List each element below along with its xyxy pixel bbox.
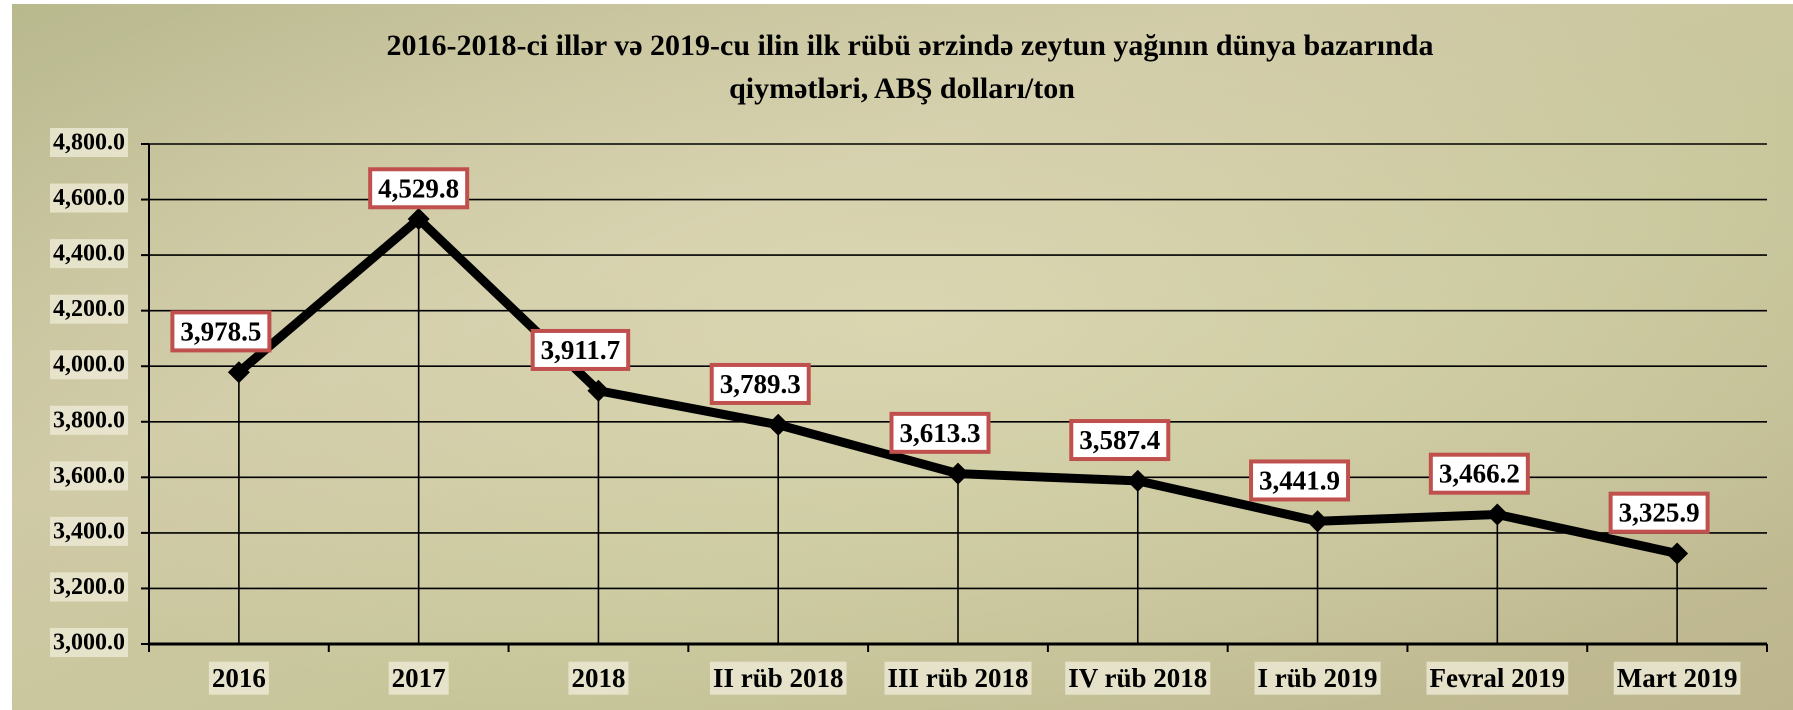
x-tick-label-box: [709, 661, 847, 695]
x-tick-label: Mart 2019: [1617, 663, 1738, 693]
data-label: 3,587.4: [1079, 425, 1160, 455]
y-tick-label: 4,800.0: [53, 130, 125, 156]
x-tick-label: III rüb 2018: [887, 663, 1028, 693]
y-tick-label: 4,400.0: [53, 241, 125, 267]
data-label-box: [368, 167, 470, 210]
y-tick-label: 3,400.0: [53, 518, 125, 544]
y-tick-label: 4,000.0: [53, 352, 125, 378]
data-label-box: [1608, 491, 1710, 534]
y-tick-label-box: [50, 572, 128, 602]
x-tick-label: I rüb 2019: [1258, 663, 1378, 693]
data-label: 3,789.3: [720, 369, 801, 399]
data-label-box: [889, 411, 991, 454]
y-tick-label-box: [50, 239, 128, 269]
data-label: 4,529.8: [378, 173, 459, 203]
y-tick-label: 4,200.0: [53, 296, 125, 322]
x-tick-label: 2018: [571, 663, 625, 693]
data-label-box: [1069, 419, 1171, 462]
y-tick-label: 3,600.0: [53, 463, 125, 489]
x-tick-label: Fevral 2019: [1429, 663, 1565, 693]
x-tick-label-box: [1065, 661, 1211, 695]
x-tick-label-box: [388, 661, 449, 695]
y-tick-label: 3,000.0: [53, 630, 125, 656]
y-tick-label: 3,200.0: [53, 574, 125, 600]
data-label-box: [170, 310, 272, 353]
y-tick-label-box: [50, 183, 128, 213]
data-label-box: [1428, 452, 1530, 495]
data-label: 3,978.5: [180, 316, 261, 346]
data-label: 3,613.3: [900, 418, 981, 448]
marker: [1486, 503, 1509, 526]
y-tick-label-box: [50, 461, 128, 491]
marker: [587, 379, 610, 402]
x-tick-label-box: [208, 661, 269, 695]
data-label-box: [1249, 459, 1351, 502]
data-label-box: [530, 328, 631, 371]
x-tick-label: 2016: [212, 663, 266, 693]
marker: [1666, 542, 1689, 565]
data-label: 3,466.2: [1439, 459, 1520, 489]
marker: [227, 361, 250, 384]
x-tick-label-box: [568, 661, 629, 695]
y-tick-label-box: [50, 516, 128, 546]
x-tick-label: IV rüb 2018: [1068, 663, 1207, 693]
x-tick-label: 2017: [392, 663, 446, 693]
marker: [1306, 510, 1329, 533]
marker: [1126, 469, 1149, 492]
x-tick-label: II rüb 2018: [713, 663, 844, 693]
x-tick-label-box: [884, 661, 1032, 695]
data-label: 3,441.9: [1259, 465, 1340, 495]
x-tick-label-box: [1426, 661, 1569, 695]
background-glow: [12, 4, 1793, 710]
y-tick-label: 4,600.0: [53, 185, 125, 211]
y-tick-label-box: [50, 628, 128, 658]
y-tick-label: 3,800.0: [53, 407, 125, 433]
y-tick-label-box: [50, 405, 128, 435]
data-label-box: [709, 362, 811, 405]
y-tick-label-box: [50, 294, 128, 324]
y-tick-label-box: [50, 128, 128, 158]
y-tick-label-box: [50, 350, 128, 380]
x-tick-label-box: [1613, 661, 1741, 695]
data-label: 3,911.7: [541, 335, 621, 365]
x-tick-label-box: [1254, 661, 1381, 695]
marker: [947, 462, 969, 485]
marker: [407, 208, 430, 231]
chart-title: 2016-2018-ci illər və 2019-cu ilin ilk r…: [386, 29, 1433, 62]
marker: [767, 413, 790, 436]
chart-subtitle: qiymətləri, ABŞ dolları/ton: [729, 72, 1075, 105]
data-label: 3,325.9: [1619, 498, 1700, 528]
